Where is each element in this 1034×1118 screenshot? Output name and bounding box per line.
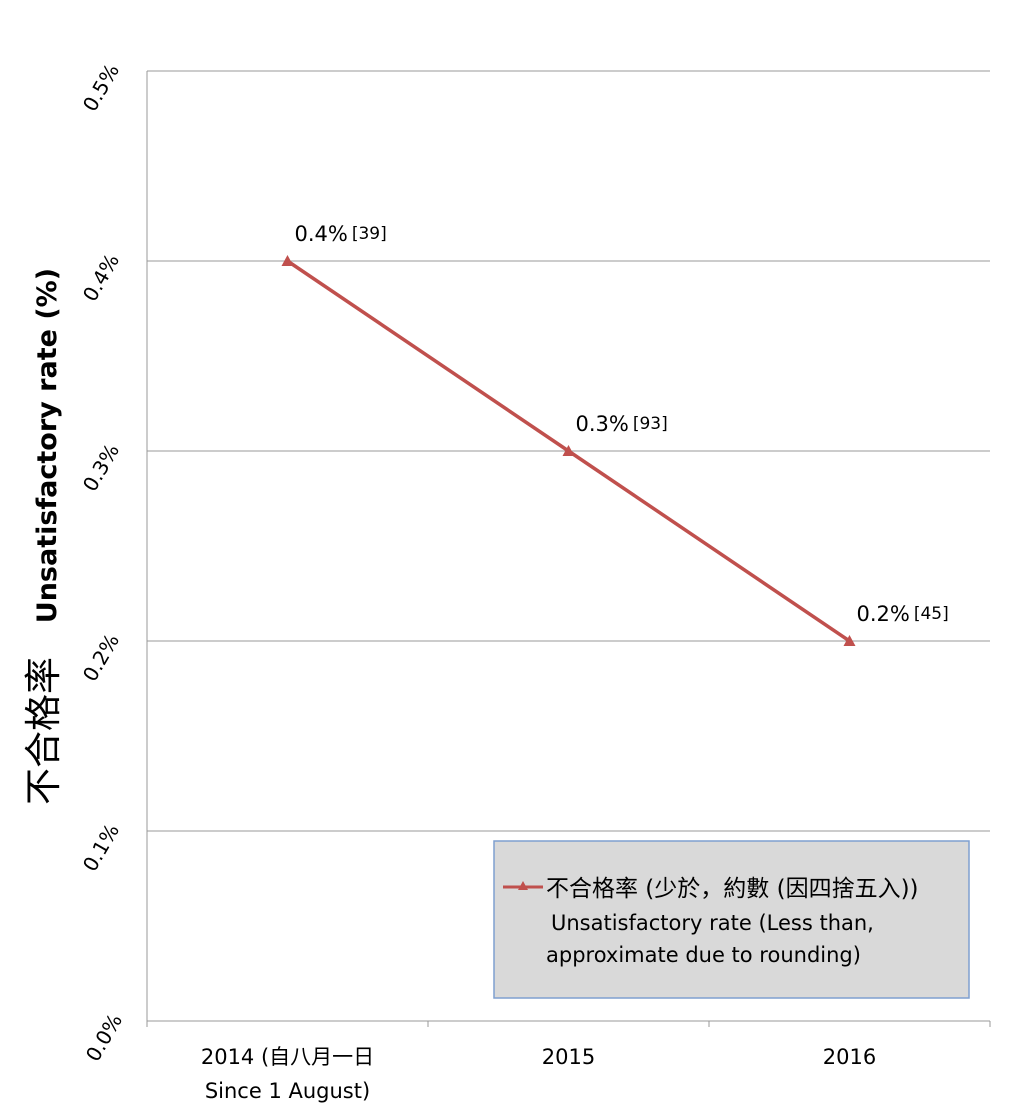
y-tick-label: 0.0% [81,1009,127,1065]
x-tick-label: 2016 [823,1045,876,1069]
data-label-ref: [93] [633,414,668,434]
y-tick-label: 0.1% [78,819,124,875]
y-tick-label: 0.2% [78,629,124,685]
data-point-marker [562,445,575,456]
y-tick-label: 0.5% [78,59,124,115]
data-point-marker [843,635,856,646]
data-label-value: 0.3% [576,412,629,436]
x-tick-label: 2015 [542,1045,595,1069]
x-tick-label: 2014 (自八月一日 [201,1045,374,1069]
data-label: 0.4% [39] [295,222,387,246]
data-label-value: 0.2% [857,602,910,626]
y-axis-title: 不合格率 Unsatisfactory rate (%) [22,268,65,805]
data-label: 0.3% [93] [576,412,668,436]
data-label-ref: [45] [914,604,949,624]
y-axis-title-zh: 不合格率 [22,657,65,805]
y-tick-label: 0.4% [78,249,124,305]
y-axis-title-en: Unsatisfactory rate (%) [32,268,63,623]
legend-label-en-1: Unsatisfactory rate (Less than, [551,911,874,935]
svg-text:不合格率 Unsatisfactory rate: 不合格率 Unsatisfactory rate (%) [22,268,65,805]
data-label-ref: [39] [352,224,387,244]
data-label: 0.2% [45] [857,602,949,626]
legend-label-zh: 不合格率 (少於，約數 (因四捨五入)) [546,876,919,902]
legend-triangle-icon [518,881,528,890]
y-tick-label: 0.3% [78,439,124,495]
legend: 不合格率 (少於，約數 (因四捨五入)) Unsatisfactory rate… [493,840,970,999]
x-tick-sublabel: Since 1 August) [205,1079,370,1103]
data-point-marker [281,255,294,266]
legend-label-en-2: approximate due to rounding) [546,943,861,967]
data-label-value: 0.4% [295,222,348,246]
